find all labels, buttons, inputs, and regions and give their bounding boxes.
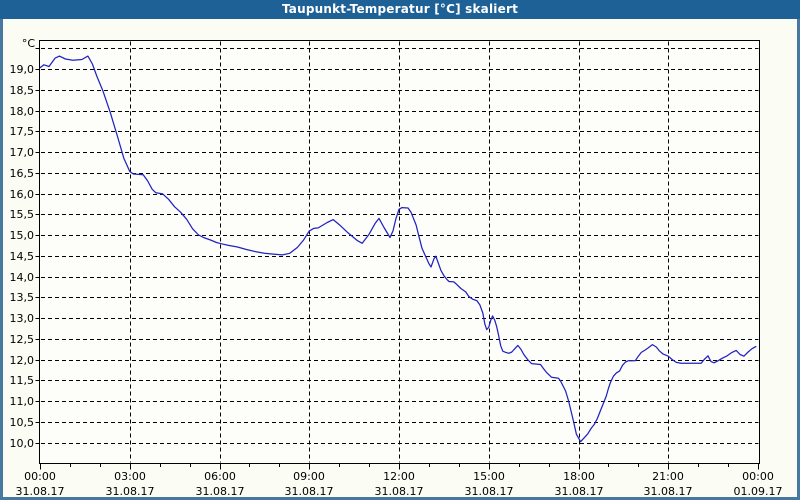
x-tick-label-date: 01.09.17 <box>734 485 783 498</box>
x-tick-label-date: 31.08.17 <box>106 485 155 498</box>
x-tick-label-time: 00:00 <box>24 470 56 483</box>
x-tick-label-time: 06:00 <box>204 470 236 483</box>
y-tick-label: 12,0 <box>10 354 35 367</box>
x-tick-label-time: 18:00 <box>563 470 595 483</box>
y-tick-label: 10,0 <box>10 437 35 450</box>
x-tick-label-date: 31.08.17 <box>196 485 245 498</box>
x-tick-label-date: 31.08.17 <box>644 485 693 498</box>
y-tick-label: 10,5 <box>10 416 35 429</box>
temperature-series-line <box>39 55 757 443</box>
y-tick-label: 16,5 <box>10 167 35 180</box>
x-tick-label-time: 21:00 <box>652 470 684 483</box>
y-tick-label: 17,0 <box>10 146 35 159</box>
x-tick-label-date: 31.08.17 <box>465 485 514 498</box>
y-tick-label: 16,0 <box>10 188 35 201</box>
y-tick-label: 15,5 <box>10 208 35 221</box>
x-tick-label-date: 31.08.17 <box>555 485 604 498</box>
x-tick-label-time: 03:00 <box>114 470 146 483</box>
y-tick-label: 18,5 <box>10 84 35 97</box>
y-tick-label: 17,5 <box>10 125 35 138</box>
window-title: Taupunkt-Temperatur [°C] skaliert <box>281 2 519 16</box>
y-tick-label: 18,0 <box>10 105 35 118</box>
y-tick-label: 11,0 <box>10 395 35 408</box>
x-tick-label-date: 31.08.17 <box>375 485 424 498</box>
y-tick-label: 19,0 <box>10 63 35 76</box>
x-tick-label-time: 12:00 <box>383 470 415 483</box>
x-tick-label-time: 00:00 <box>742 470 774 483</box>
y-tick-label: 13,5 <box>10 291 35 304</box>
x-tick-label-time: 15:00 <box>473 470 505 483</box>
y-unit-label: °C <box>22 37 36 50</box>
x-tick-label-date: 31.08.17 <box>285 485 334 498</box>
y-tick-label: 14,0 <box>10 271 35 284</box>
y-tick-label: 15,0 <box>10 229 35 242</box>
window-titlebar[interactable]: Taupunkt-Temperatur [°C] skaliert <box>0 0 800 19</box>
y-tick-label: 11,5 <box>10 374 35 387</box>
y-tick-label: 14,5 <box>10 250 35 263</box>
y-tick-label: 13,0 <box>10 312 35 325</box>
x-tick-label-time: 09:00 <box>293 470 325 483</box>
y-tick-label: 12,5 <box>10 333 35 346</box>
x-tick-label-date: 31.08.17 <box>16 485 65 498</box>
